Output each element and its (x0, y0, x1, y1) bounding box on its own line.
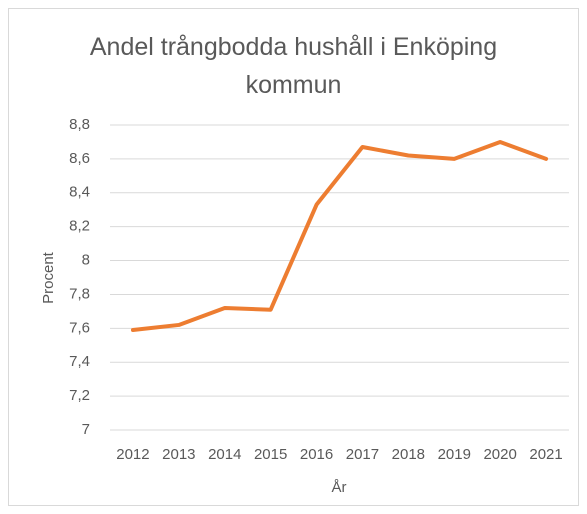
y-tick-label: 8,4 (69, 184, 90, 201)
y-tick-label: 7 (82, 421, 90, 438)
y-axis-label: Procent (40, 251, 57, 304)
x-tick-label: 2021 (529, 446, 562, 463)
x-tick-label: 2019 (438, 446, 471, 463)
x-tick-label: 2018 (392, 446, 425, 463)
y-tick-label: 8,6 (69, 150, 90, 167)
x-tick-label: 2017 (346, 446, 379, 463)
y-tick-label: 8,8 (69, 116, 90, 133)
x-axis-label: År (332, 479, 347, 496)
y-tick-label: 7,8 (69, 285, 90, 302)
data-line (130, 139, 549, 333)
x-tick-label: 2020 (483, 446, 516, 463)
y-tick-label: 7,6 (69, 319, 90, 336)
x-tick-label: 2013 (162, 446, 195, 463)
y-tick-label: 7,4 (69, 353, 90, 370)
y-tick-label: 7,2 (69, 387, 90, 404)
x-tick-label: 2015 (254, 446, 287, 463)
y-tick-label: 8,2 (69, 218, 90, 235)
y-tick-label: 8 (82, 252, 90, 269)
x-tick-label: 2016 (300, 446, 333, 463)
x-tick-label: 2014 (208, 446, 241, 463)
chart-title: Andel trångbodda hushåll i Enköping komm… (89, 33, 498, 99)
x-tick-label: 2012 (116, 446, 149, 463)
